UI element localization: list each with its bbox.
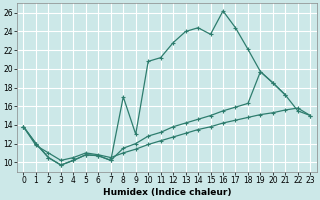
X-axis label: Humidex (Indice chaleur): Humidex (Indice chaleur) (103, 188, 231, 197)
